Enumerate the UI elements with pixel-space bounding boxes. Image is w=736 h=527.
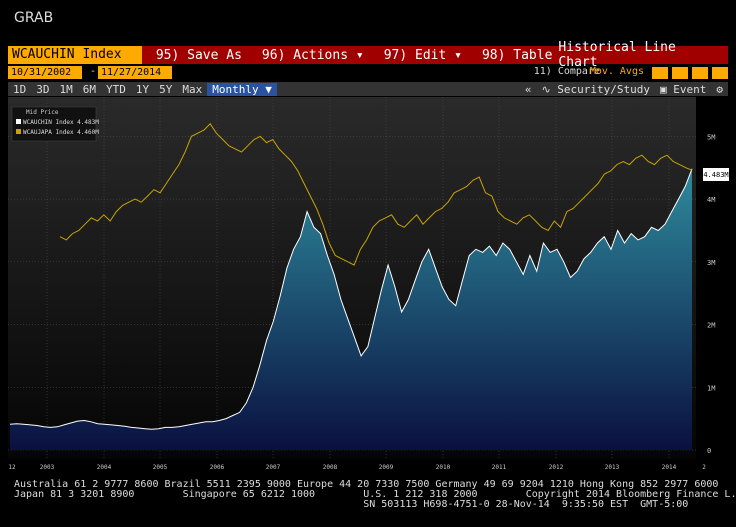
event-icon: ▣ [660, 82, 667, 96]
date-row: 10/31/2002 - 11/27/2014 11) Compare Mov.… [8, 66, 728, 80]
actions-label: Actions [293, 47, 349, 63]
collapse-button[interactable]: « [524, 82, 532, 96]
grab-label: GRAB [14, 10, 54, 26]
security-study-icon: ∿ [541, 82, 551, 96]
range-1m[interactable]: 1M [59, 82, 73, 96]
x-axis-ticks: 12 2003 2004 2005 2006 2007 2008 2009 2010 2011 20… [8, 464, 706, 471]
mov-avgs-button[interactable]: Mov. Avgs [589, 66, 644, 77]
series-wcauchin-line [9, 168, 693, 430]
legend-box [11, 106, 97, 142]
x-tick-label: 2010 [436, 464, 451, 471]
legend: Mid Price WCAUCHIN Index 4.483M WCAUJAPA… [11, 106, 99, 142]
range-6m[interactable]: 6M [82, 82, 96, 96]
y-tick-label: 3M [707, 259, 715, 267]
compare-button[interactable]: 11) Compare [533, 66, 600, 77]
start-date-field[interactable]: 10/31/2002 [8, 66, 82, 79]
mov-avg-field-1[interactable] [652, 67, 668, 79]
save-as-num: 95) [155, 47, 180, 63]
event-label: Event [673, 82, 707, 96]
legend-entry-wcaujapa: WCAUJAPA Index 4.460M [23, 129, 99, 136]
table-label: Table [513, 47, 553, 63]
chart-type-title: Historical Line Chart [558, 40, 676, 70]
table-num: 98) [481, 47, 506, 63]
range-bar: 1D 3D 1M 6M YTD 1Y 5Y Max Monthly ▼ « ∿ … [8, 82, 728, 96]
range-5y[interactable]: 5Y [159, 82, 173, 96]
save-as-label: Save As [187, 47, 242, 63]
actions-button[interactable]: 96) Actions ▾ [256, 48, 370, 63]
security-study-button[interactable]: ∿ Security/Study [536, 83, 655, 96]
settings-button[interactable]: ⚙ [711, 83, 728, 96]
range-3d[interactable]: 3D [36, 82, 50, 96]
y-axis-ticks: 0 1M 2M 3M 4M 5M [707, 133, 715, 455]
range-max[interactable]: Max [182, 82, 203, 96]
actions-num: 96) [261, 47, 286, 63]
footer-line-1: Australia 61 2 9777 8600 Brazil 5511 239… [14, 479, 719, 490]
footer-line-2: Japan 81 3 3201 8900 Singapore 65 6212 1… [14, 489, 736, 500]
frequency-select[interactable]: Monthly ▼ [207, 82, 277, 96]
range-ytd[interactable]: YTD [106, 82, 126, 96]
x-tick-label: 2006 [210, 464, 225, 471]
legend-title: Mid Price [26, 109, 59, 116]
series-wcaujapa-line [59, 123, 693, 266]
x-tick-label: 2009 [379, 464, 394, 471]
last-value-badge [703, 168, 729, 181]
x-tick-label: 2014 [662, 464, 677, 471]
command-bar: WCAUCHIN Index 95) Save As 96) Actions ▾… [8, 40, 728, 70]
save-as-button[interactable]: 95) Save As [150, 48, 248, 63]
date-separator: - [90, 66, 97, 77]
x-tick-label: 2012 [549, 464, 564, 471]
mov-avg-field-3[interactable] [692, 67, 708, 79]
mov-avg-field-4[interactable] [712, 67, 728, 79]
x-tick-label: 2 [702, 464, 706, 471]
chevron-down-icon: ▾ [355, 47, 364, 63]
legend-entry-wcauchin: WCAUCHIN Index 4.483M [23, 119, 99, 126]
range-1y[interactable]: 1Y [135, 82, 150, 96]
range-bar-right: « ∿ Security/Study ▣ Event ⚙ [520, 83, 728, 96]
x-tick-label: 2005 [153, 464, 168, 471]
x-tick-label: 12 [8, 464, 16, 471]
y-tick-label: 5M [707, 133, 715, 141]
chevron-down-icon: ▼ [265, 82, 272, 96]
event-button[interactable]: ▣ Event [655, 83, 711, 96]
last-value-label: 4.483M [703, 171, 728, 179]
security-study-label: Security/Study [557, 82, 650, 96]
x-tick-label: 2011 [492, 464, 507, 471]
x-tick-label: 2003 [40, 464, 55, 471]
frequency-label: Monthly [212, 82, 259, 96]
y-tick-label: 2M [707, 322, 715, 330]
mov-avg-field-2[interactable] [672, 67, 688, 79]
edit-num: 97) [383, 47, 408, 63]
x-tick-label: 2013 [605, 464, 620, 471]
x-tick-label: 2004 [97, 464, 112, 471]
series-wcauchin-area [10, 168, 692, 451]
x-tick-label: 2008 [323, 464, 338, 471]
x-axis-band [8, 459, 696, 475]
legend-swatch-wcaujapa [16, 129, 21, 134]
gear-icon: ⚙ [716, 82, 723, 96]
range-1d[interactable]: 1D [13, 82, 27, 96]
legend-swatch-wcauchin [16, 119, 21, 124]
edit-button[interactable]: 97) Edit ▾ [378, 48, 468, 63]
ticker-field[interactable]: WCAUCHIN Index [8, 46, 142, 64]
chevron-down-icon: ▾ [454, 47, 462, 63]
table-button[interactable]: 98) Table [476, 48, 558, 63]
y-tick-label: 1M [707, 384, 715, 392]
end-date-field[interactable]: 11/27/2014 [98, 66, 172, 79]
y-tick-label: 4M [707, 196, 715, 204]
footer: Australia 61 2 9777 8600 Brazil 5511 239… [14, 480, 736, 510]
edit-label: Edit [415, 47, 447, 63]
x-tick-label: 2007 [266, 464, 281, 471]
footer-line-3: SN 503113 H698-4751-0 28-Nov-14 9:35:50 … [14, 499, 689, 510]
y-tick-label: 0 [707, 447, 711, 455]
